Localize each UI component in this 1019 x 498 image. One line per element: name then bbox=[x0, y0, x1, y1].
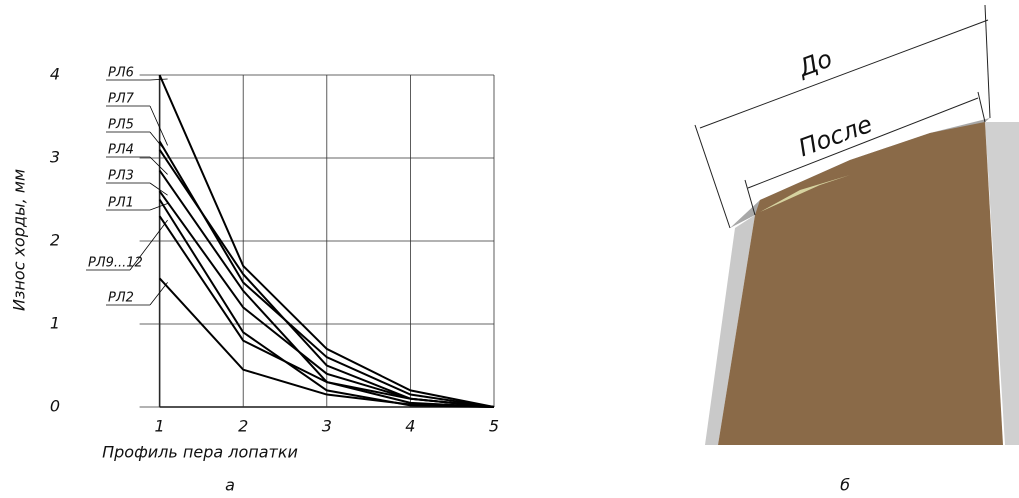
caption: а bbox=[225, 476, 235, 495]
legend-label: РЛ5 bbox=[108, 118, 134, 133]
leader-line bbox=[150, 79, 168, 80]
label-before: До bbox=[794, 44, 836, 82]
legend-label: РЛ7 bbox=[108, 92, 135, 107]
blade-drawing: До После bbox=[695, 5, 1019, 445]
x-tick-label: 1 bbox=[155, 417, 165, 436]
x-tick-label: 2 bbox=[238, 417, 248, 436]
y-axis-label: Износ хорды, мм bbox=[10, 169, 29, 311]
figure: Профиль пера лопатки Износ хорды, мм а б… bbox=[0, 0, 1019, 494]
x-tick-label: 5 bbox=[489, 417, 499, 436]
y-tick-label: 2 bbox=[50, 231, 60, 250]
x-tick-label: 3 bbox=[322, 417, 332, 436]
x-tick-label: 4 bbox=[405, 417, 415, 436]
legend-label: РЛ9...12 bbox=[88, 256, 143, 271]
y-tick-label: 3 bbox=[50, 148, 60, 167]
dimension-line bbox=[695, 125, 730, 228]
leader-line bbox=[150, 282, 168, 305]
caption: б bbox=[840, 476, 850, 495]
leader-line bbox=[130, 220, 168, 270]
dimension-line bbox=[700, 20, 988, 128]
y-tick-label: 0 bbox=[50, 397, 60, 416]
legend-label: РЛ3 bbox=[108, 169, 134, 184]
leader-line bbox=[150, 106, 168, 145]
label-after: После bbox=[795, 110, 876, 162]
y-tick-label: 1 bbox=[50, 314, 60, 333]
dimension-line bbox=[985, 5, 990, 118]
blade-body bbox=[718, 122, 1003, 445]
leader-line bbox=[150, 157, 168, 174]
legend-label: РЛ2 bbox=[108, 291, 134, 306]
x-axis-label: Профиль пера лопатки bbox=[102, 443, 298, 462]
legend-label: РЛ4 bbox=[108, 143, 134, 158]
legend-label: РЛ1 bbox=[108, 196, 134, 211]
leader-line bbox=[150, 132, 168, 154]
legend-label: РЛ6 bbox=[108, 66, 134, 81]
leader-line bbox=[150, 183, 168, 195]
y-tick-label: 4 bbox=[50, 65, 60, 84]
dimension-line bbox=[978, 92, 985, 122]
